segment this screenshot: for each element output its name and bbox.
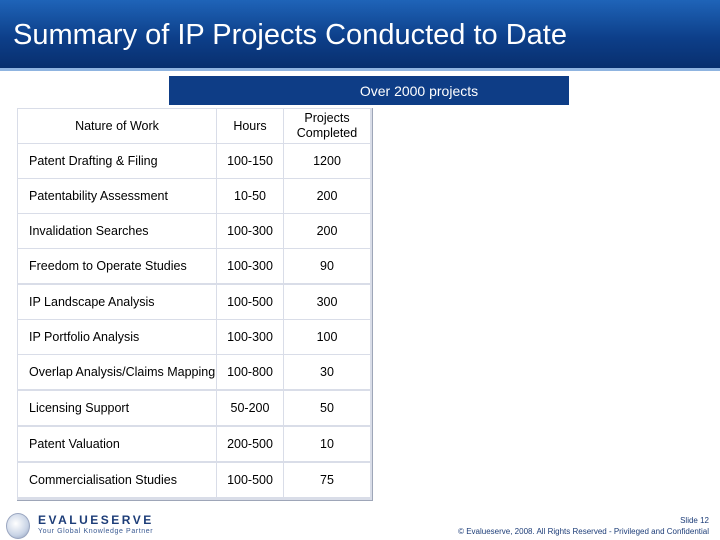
projects-table: Nature of Work Hours Projects Completed Pat… [17, 108, 373, 501]
table-cell: 50-200 [217, 391, 283, 425]
table-row-label: Patent Drafting & Filing [18, 144, 216, 178]
projects-banner: Over 2000 projects [169, 76, 569, 105]
table-cell: 75 [284, 463, 370, 497]
table-cell: 200 [284, 214, 370, 248]
table-row-label: Licensing Support [18, 391, 216, 425]
globe-icon [6, 513, 30, 539]
table-cell: 200-500 [217, 427, 283, 461]
table-cell: 100-300 [217, 249, 283, 283]
table-row-label: Commercialisation Studies [18, 463, 216, 497]
table-row-label: Patentability Assessment [18, 179, 216, 213]
table-cell: 100-150 [217, 144, 283, 178]
table-row-label: IP Portfolio Analysis [18, 320, 216, 354]
title-divider [0, 68, 720, 71]
table-cell: 100-300 [217, 214, 283, 248]
table-cell: 90 [284, 249, 370, 283]
table-cell: 10-50 [217, 179, 283, 213]
table-cell: 100-300 [217, 320, 283, 354]
table-row-label: Invalidation Searches [18, 214, 216, 248]
table-header-cell: Hours [217, 109, 283, 143]
table-cell: 10 [284, 427, 370, 461]
logo-tagline: Your Global Knowledge Partner [38, 528, 154, 535]
logo-name: EVALUESERVE [38, 513, 154, 527]
title-bar: Summary of IP Projects Conducted to Date [0, 0, 720, 68]
slide-title: Summary of IP Projects Conducted to Date [13, 19, 567, 51]
table-row-label: IP Landscape Analysis [18, 285, 216, 319]
table-cell: 1200 [284, 144, 370, 178]
table-cell: 50 [284, 391, 370, 425]
table-row-label: Freedom to Operate Studies [18, 249, 216, 283]
copyright-notice: © Evalueserve, 2008. All Rights Reserved… [458, 527, 709, 536]
slide-number: Slide 12 [680, 516, 709, 525]
table-cell: 300 [284, 285, 370, 319]
banner-text: Over 2000 projects [359, 82, 479, 99]
table-header-cell: Nature of Work [18, 109, 216, 143]
table-cell: 100-800 [217, 355, 283, 389]
table-cell: 200 [284, 179, 370, 213]
table-header-cell: Projects Completed [284, 109, 370, 143]
table-row-label: Patent Valuation [18, 427, 216, 461]
table-cell: 100 [284, 320, 370, 354]
table-row-label: Overlap Analysis/Claims Mapping [18, 355, 216, 389]
table-cell: 100-500 [217, 463, 283, 497]
table-cell: 100-500 [217, 285, 283, 319]
table-cell: 30 [284, 355, 370, 389]
company-logo: EVALUESERVE Your Global Knowledge Partne… [0, 510, 160, 540]
